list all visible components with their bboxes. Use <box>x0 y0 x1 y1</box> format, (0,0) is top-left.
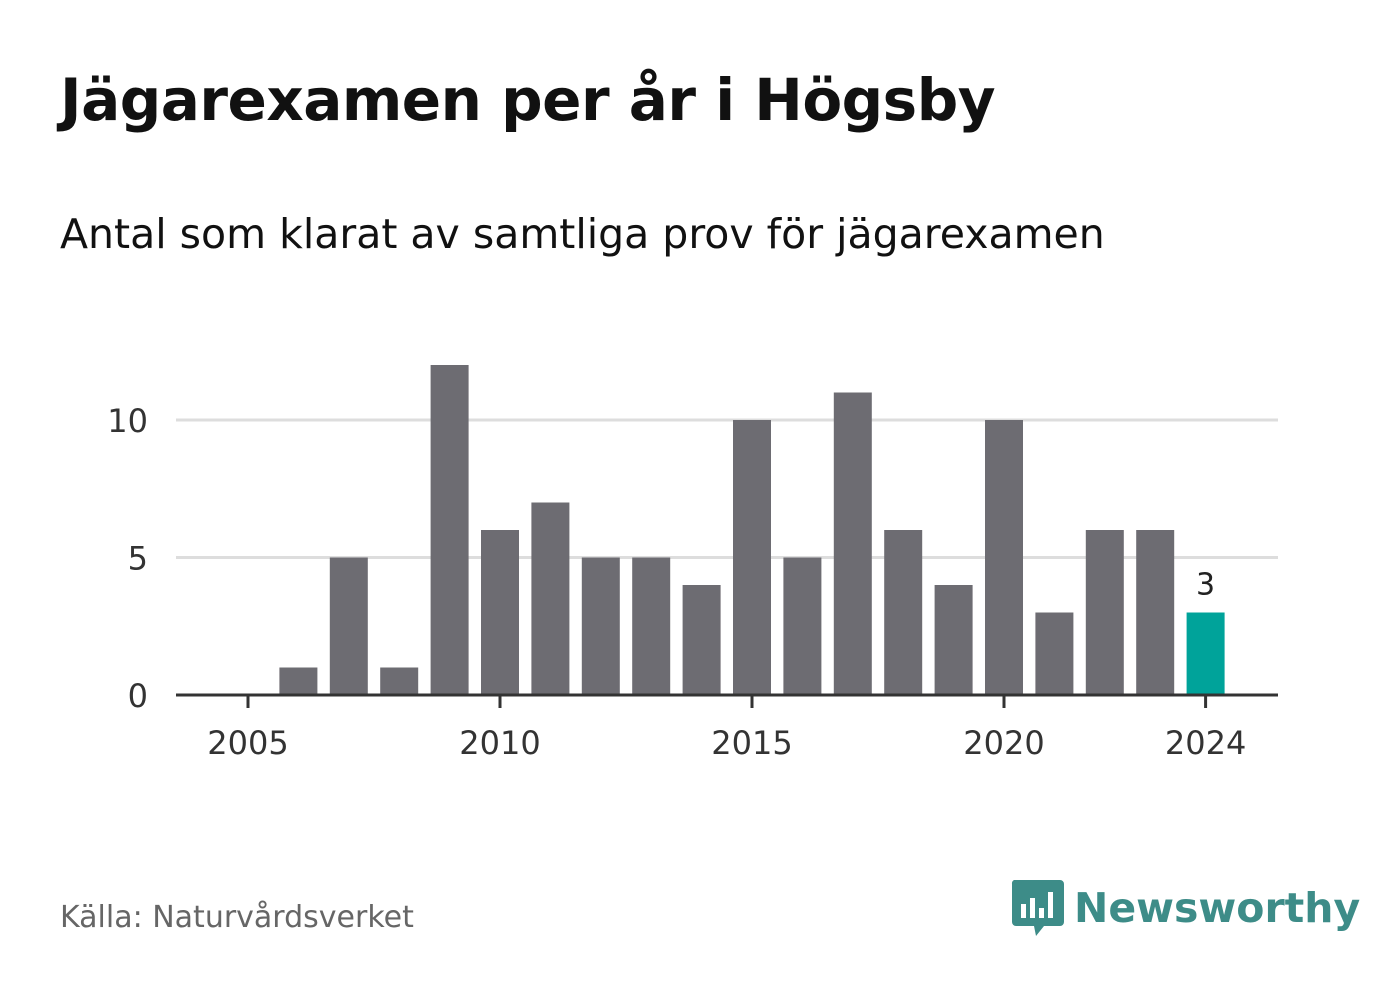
bar <box>884 530 923 695</box>
bar <box>531 502 570 695</box>
bar <box>279 667 318 695</box>
bar <box>783 557 822 695</box>
x-tick-label: 2020 <box>963 724 1044 762</box>
chart-title: Jägarexamen per år i Högsby <box>60 66 996 134</box>
x-tick-label: 2010 <box>459 724 540 762</box>
bars <box>279 365 1225 695</box>
bar <box>581 557 620 695</box>
bar <box>833 392 872 695</box>
newsworthy-logo-icon <box>1011 880 1064 936</box>
brand-logo: Newsworthy <box>1010 878 1360 938</box>
brand-name: Newsworthy <box>1074 884 1361 932</box>
source-note: Källa: Naturvårdsverket <box>60 900 414 935</box>
data-label: 3 <box>1196 568 1215 603</box>
bar <box>1085 530 1124 695</box>
y-tick-label: 0 <box>128 677 148 715</box>
bar <box>733 420 771 695</box>
bar <box>985 420 1023 695</box>
bar <box>682 585 721 695</box>
chart-subtitle: Antal som klarat av samtliga prov för jä… <box>60 210 1105 258</box>
bar <box>380 667 419 695</box>
bar-chart: 0 5 10 3 2005 2010 2015 2020 2024 <box>107 365 1278 762</box>
labels: 0 5 10 3 2005 2010 2015 2020 2024 <box>107 402 1246 762</box>
bar <box>329 557 368 695</box>
bar-highlight <box>1186 612 1225 695</box>
y-tick-label: 5 <box>128 540 148 578</box>
bar <box>632 557 671 695</box>
x-tick-label: 2024 <box>1165 724 1246 762</box>
x-tick-label: 2005 <box>207 724 288 762</box>
bar <box>1035 612 1074 695</box>
x-tick-label: 2015 <box>711 724 792 762</box>
bar <box>481 530 519 695</box>
axes <box>176 693 1278 708</box>
bar <box>934 585 973 695</box>
bar <box>430 365 469 695</box>
y-tick-label: 10 <box>107 402 148 440</box>
bar <box>1136 530 1175 695</box>
